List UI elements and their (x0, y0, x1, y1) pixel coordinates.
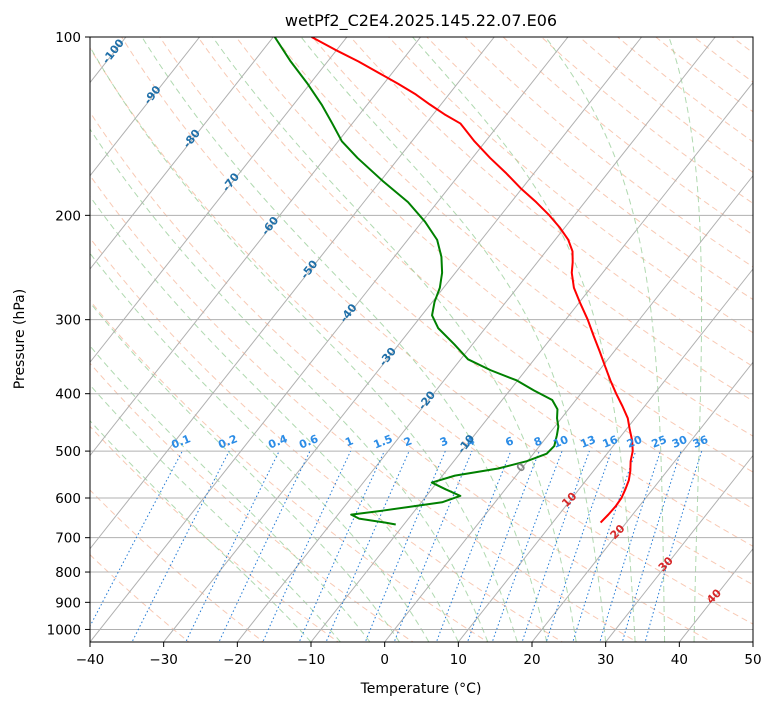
dry-adiabat-line (426, 37, 753, 301)
y-tick-label: 300 (55, 313, 81, 329)
isotherm-line (384, 174, 753, 642)
isotherm-line (90, 37, 495, 550)
mixing-ratio-line (644, 450, 703, 642)
dry-adiabat-line (197, 37, 753, 510)
x-tick-label: −40 (76, 652, 105, 668)
x-tick-label: 30 (597, 652, 614, 668)
mixing-ratio-label: 13 (579, 433, 598, 451)
profile-lines (273, 37, 634, 526)
isotherm-line (90, 37, 274, 270)
mixing-ratio-label: 10 (551, 433, 570, 451)
mixing-ratio-line (491, 450, 563, 642)
axis-ticks: −40 −30 −20 −10 0 10 20 30 40 50 100 200 300 400 500 60… (47, 30, 762, 668)
moist-adiabat-line (90, 252, 430, 642)
mixing-ratio-label: 30 (670, 433, 689, 451)
x-tick-label: −30 (149, 652, 178, 668)
profile-line (311, 37, 634, 524)
dry-adiabat-line (235, 37, 753, 473)
background-lines (90, 37, 753, 642)
isotherm-line (236, 37, 716, 642)
y-tick-label: 900 (55, 595, 81, 611)
moist-adiabat-line (141, 37, 548, 642)
isotherm-line (605, 454, 753, 642)
x-tick-label: 0 (380, 652, 389, 668)
x-tick-label: 50 (744, 652, 761, 668)
dry-adiabat-line (121, 37, 753, 586)
isotherm-line (90, 37, 201, 177)
x-axis-label: Temperature (°C) (360, 681, 482, 697)
mixing-ratio-line (393, 450, 473, 642)
mixing-ratio-line (218, 450, 311, 642)
mixing-ratio-label: 2 (402, 434, 414, 449)
isotherm-line (90, 37, 569, 642)
mixing-ratio-line (621, 450, 682, 642)
isotherm-line (531, 361, 753, 642)
mixing-ratio-line (262, 450, 352, 642)
mixing-ratio-line (131, 450, 230, 642)
mixing-ratio-line (364, 450, 446, 642)
y-tick-label: 600 (55, 491, 81, 507)
dry-adiabat-line (388, 37, 753, 334)
mixing-ratio-label: 36 (691, 433, 710, 451)
dry-adiabat-line (90, 299, 489, 642)
plot-frame (89, 36, 754, 643)
isotherm-line (90, 37, 348, 364)
x-tick-label: 10 (450, 652, 467, 668)
profile-line (273, 37, 560, 526)
moist-adiabat-line (90, 384, 341, 642)
mixing-ratio-line (466, 450, 540, 642)
mixing-ratio-label: 8 (532, 434, 544, 449)
isotherm-line (163, 37, 643, 642)
isotherm-line (310, 81, 753, 642)
y-tick-label: 400 (55, 387, 81, 403)
mixing-ratio-line (572, 450, 637, 642)
x-tick-label: −10 (297, 652, 326, 668)
dry-adiabat-line (90, 47, 753, 625)
moist-adiabat-line (411, 37, 636, 642)
chart-title: wetPf2_C2E4.2025.145.22.07.E06 (285, 11, 557, 31)
moist-adiabat-line (90, 345, 371, 642)
dry-adiabat-line (273, 37, 753, 437)
y-tick-label: 800 (55, 565, 81, 581)
y-tick-label: 200 (55, 208, 81, 224)
y-tick-label: 100 (55, 30, 81, 46)
isotherm-line (457, 268, 753, 642)
mixing-ratio-label: 1 (343, 434, 355, 449)
mixing-ratio-line (521, 450, 590, 642)
y-tick-label: 500 (55, 444, 81, 460)
y-axis-label: Pressure (hPa) (12, 289, 28, 389)
mixing-ratio-label: 3 (438, 434, 450, 449)
moist-adiabat-line (90, 45, 518, 642)
moist-adiabat-line (544, 37, 666, 642)
mixing-ratio-line (599, 450, 661, 642)
moist-adiabat-line (300, 37, 607, 642)
moist-adiabat-line (90, 301, 400, 642)
y-tick-label: 700 (55, 531, 81, 547)
x-tick-label: 40 (671, 652, 688, 668)
mixing-ratio-label: 16 (601, 433, 620, 451)
moist-adiabat-line (90, 128, 489, 642)
mixing-ratio-line (435, 450, 512, 642)
dry-adiabat-line (159, 37, 753, 547)
mixing-ratio-label: 20 (625, 433, 644, 451)
y-tick-label: 1000 (47, 622, 81, 638)
mixing-ratio-line (545, 450, 612, 642)
moist-adiabat-line (668, 37, 703, 642)
dry-adiabat-line (90, 237, 564, 642)
x-tick-label: −20 (223, 652, 252, 668)
x-tick-label: 20 (523, 652, 540, 668)
mixing-ratio-line (90, 450, 183, 628)
mixing-ratio-label: 25 (650, 433, 669, 451)
moist-adiabat-line (212, 37, 577, 642)
